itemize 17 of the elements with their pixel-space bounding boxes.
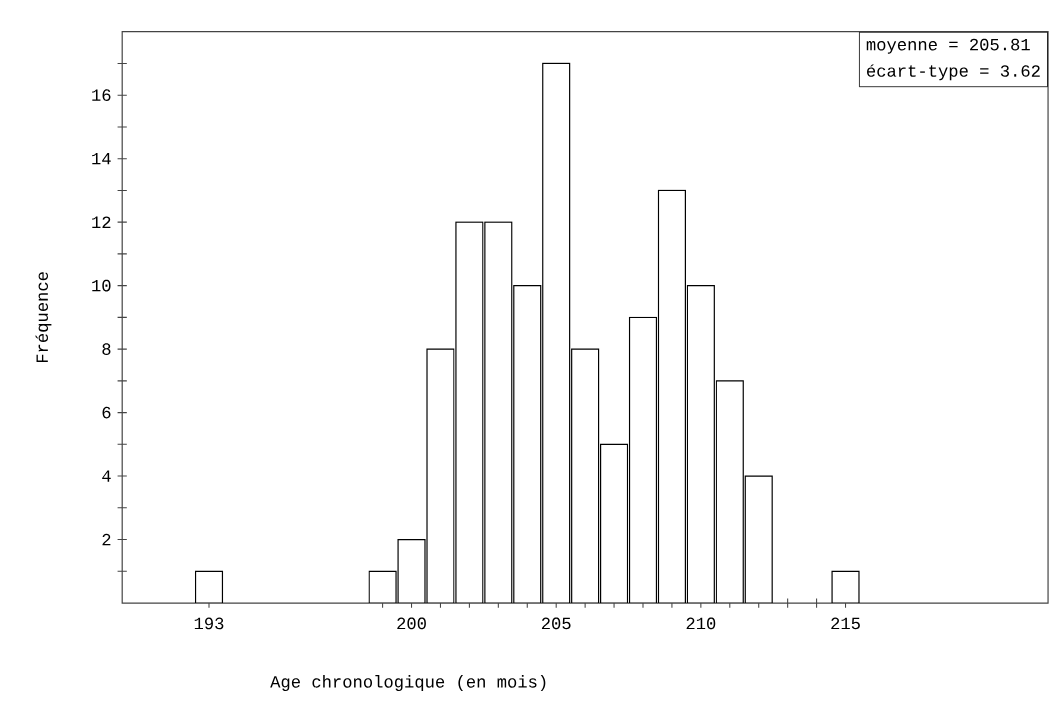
x-tick-label: 193 (194, 617, 224, 630)
y-tick-label: 10 (92, 279, 111, 292)
y-tick-label: 14 (92, 153, 111, 165)
y-tick-label: 6 (102, 406, 111, 419)
y-tick-label: 16 (92, 89, 111, 102)
x-axis-title: Age chronologique (en mois) (270, 675, 546, 692)
y-tick-label: 4 (102, 470, 111, 482)
annotation: moyenne = 205.81 (866, 38, 1030, 54)
x-tick-label: 215 (831, 617, 860, 630)
y-tick-label: 2 (102, 533, 111, 546)
x-tick-label: 205 (541, 617, 571, 630)
x-tick-label: 210 (686, 617, 716, 630)
annotation: écart-type = 3.62 (867, 64, 1040, 81)
y-tick-label: 12 (92, 216, 111, 228)
y-tick-label: 8 (102, 343, 111, 355)
x-tick-label: 200 (397, 617, 426, 630)
y-axis-title: Fréquence (35, 272, 52, 363)
